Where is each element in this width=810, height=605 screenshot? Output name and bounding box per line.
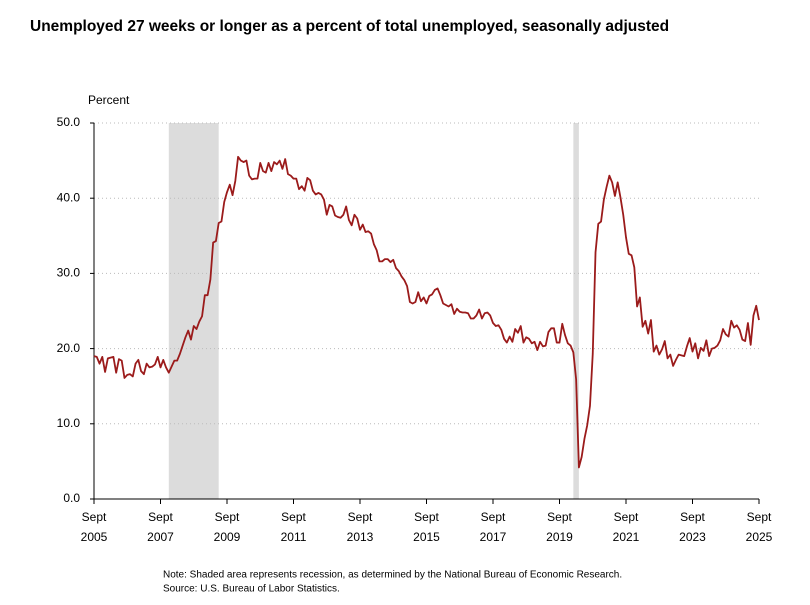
x-tick-month: Sept (680, 510, 705, 524)
x-tick-month: Sept (547, 510, 572, 524)
x-tick-month: Sept (348, 510, 373, 524)
note: Note: Shaded area represents recession, … (163, 570, 622, 581)
x-tick-year: 2021 (613, 530, 640, 544)
y-tick-label: 0.0 (63, 491, 80, 505)
x-tick-year: 2017 (480, 530, 507, 544)
x-tick-year: 2019 (546, 530, 573, 544)
x-tick-month: Sept (747, 510, 772, 524)
x-tick-month: Sept (481, 510, 506, 524)
x-tick-month: Sept (215, 510, 240, 524)
recession-band (573, 123, 579, 499)
y-tick-label: 20.0 (57, 341, 81, 355)
y-tick-label: 40.0 (57, 190, 81, 204)
x-tick-year: 2011 (281, 530, 307, 544)
x-tick-year: 2007 (147, 530, 174, 544)
x-tick-month: Sept (614, 510, 639, 524)
x-tick-year: 2013 (347, 530, 374, 544)
x-tick-year: 2023 (679, 530, 706, 544)
y-tick-label: 30.0 (57, 266, 81, 280)
data-line (93, 155, 760, 469)
y-tick-label: 50.0 (57, 115, 81, 129)
y-tick-label: 10.0 (57, 416, 81, 430)
x-tick-month: Sept (281, 510, 306, 524)
source: Source: U.S. Bureau of Labor Statistics. (163, 584, 340, 595)
x-tick-year: 2015 (413, 530, 440, 544)
x-tick-month: Sept (148, 510, 173, 524)
chart-title: Unemployed 27 weeks or longer as a perce… (30, 18, 669, 35)
y-axis-label: Percent (88, 93, 130, 107)
x-tick-year: 2009 (214, 530, 241, 544)
x-tick-year: 2005 (81, 530, 108, 544)
x-tick-year: 2025 (746, 530, 773, 544)
recession-band (168, 123, 219, 499)
x-tick-month: Sept (82, 510, 107, 524)
x-tick-month: Sept (414, 510, 439, 524)
